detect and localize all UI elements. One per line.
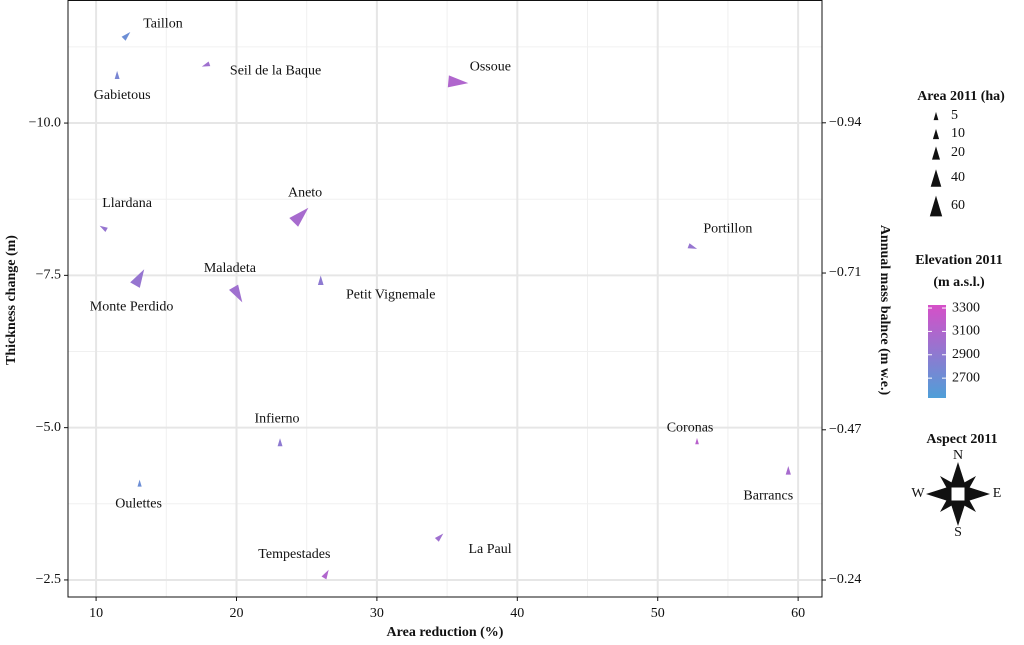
x-tick-label: 60	[791, 606, 805, 621]
compass-label: N	[953, 448, 963, 463]
size-legend-title: Area 2011 (ha)	[917, 89, 1005, 104]
x-axis-label: Area reduction (%)	[387, 625, 504, 640]
color-bar-label: 2700	[952, 370, 980, 385]
y-tick-label: −7.5	[36, 268, 61, 283]
y-tick-label: −5.0	[36, 420, 61, 435]
glacier-marker	[434, 533, 444, 542]
glacier-label: Llardana	[102, 196, 153, 211]
glacier-marker	[130, 269, 145, 288]
glacier-label: Monte Perdido	[90, 299, 174, 314]
y-tick-label: −2.5	[36, 572, 61, 587]
glacier-label: Petit Vignemale	[346, 287, 436, 302]
color-bar-label: 3300	[952, 300, 980, 315]
x-tick-label: 30	[370, 606, 384, 621]
size-legend-label: 40	[951, 170, 965, 185]
glacier-marker	[99, 225, 108, 232]
glacier-marker	[229, 284, 243, 303]
glacier-label: Taillon	[143, 17, 182, 32]
glacier-label: Seil de la Baque	[230, 63, 321, 78]
glacier-marker	[321, 569, 329, 580]
glacier-label: Oulettes	[115, 496, 162, 511]
y2-tick-label: −0.47	[829, 422, 861, 437]
glacier-label: Gabietous	[94, 88, 151, 103]
compass-label: E	[993, 486, 1002, 501]
compass-rose	[926, 462, 990, 526]
x-tick-label: 50	[651, 606, 665, 621]
y2-axis-label: Annual mass balnce (m w.e.)	[877, 225, 892, 396]
y-axis-label: Thickness change (m)	[4, 235, 19, 365]
y2-tick-label: −0.94	[829, 115, 861, 130]
x-tick-label: 40	[510, 606, 524, 621]
x-tick-label: 10	[89, 606, 103, 621]
size-legend-marker	[933, 111, 939, 121]
size-legend-label: 10	[951, 126, 965, 141]
color-legend-title: (m a.s.l.)	[933, 275, 985, 290]
size-legend-label: 60	[951, 198, 965, 213]
glacier-label: Tempestades	[258, 547, 330, 562]
y2-tick-label: −0.71	[829, 265, 861, 280]
color-bar-label: 3100	[952, 324, 980, 339]
glacier-marker	[785, 466, 791, 475]
glacier-marker	[114, 70, 120, 79]
glacier-marker	[137, 479, 142, 487]
glacier-marker	[687, 243, 698, 249]
glacier-label: La Paul	[469, 542, 512, 557]
glacier-label: Portillon	[703, 222, 752, 237]
size-legend-marker	[930, 169, 942, 187]
glacier-label: Barrancs	[743, 489, 793, 504]
color-bar-label: 2900	[952, 347, 980, 362]
glacier-marker	[447, 75, 469, 88]
aspect-legend-title: Aspect 2011	[926, 432, 997, 447]
color-legend-title: Elevation 2011	[915, 253, 1003, 268]
glacier-label: Aneto	[288, 185, 322, 200]
glacier-label: Coronas	[667, 420, 714, 435]
glacier-marker	[201, 61, 211, 67]
glacier-marker	[121, 32, 131, 41]
plot-border	[67, 0, 823, 598]
size-legend-marker	[932, 128, 940, 140]
size-legend-marker	[929, 195, 943, 217]
compass-label: S	[954, 525, 962, 540]
size-legend-marker	[932, 146, 940, 160]
compass-label: W	[911, 486, 925, 501]
color-bar	[928, 305, 946, 398]
glacier-marker	[317, 275, 324, 285]
glacier-marker	[277, 438, 283, 447]
size-legend-label: 5	[951, 108, 958, 123]
glacier-label: Infierno	[254, 411, 299, 426]
x-tick-label: 20	[229, 606, 243, 621]
glacier-label: Maladeta	[204, 261, 257, 276]
glacier-label: Ossoue	[470, 59, 511, 74]
glacier-marker	[695, 437, 699, 445]
size-legend-label: 20	[951, 145, 965, 160]
y2-tick-label: −0.24	[829, 572, 861, 587]
y-tick-label: −10.0	[29, 115, 61, 130]
glacier-marker	[289, 207, 309, 227]
